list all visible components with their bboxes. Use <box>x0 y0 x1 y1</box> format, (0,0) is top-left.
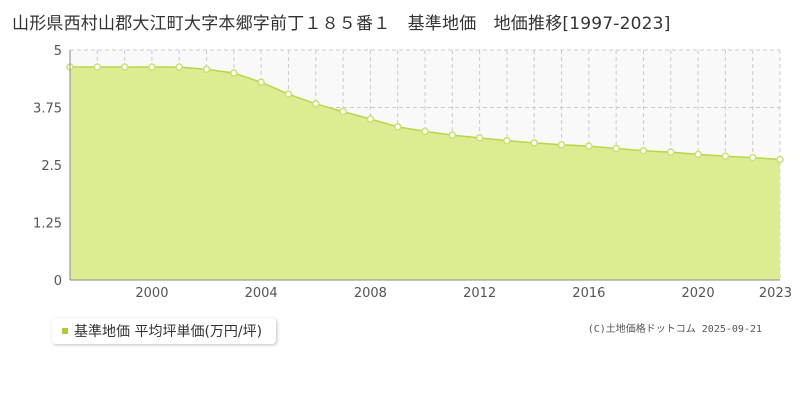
data-point <box>694 150 702 159</box>
data-point <box>230 69 238 77</box>
data-point <box>530 139 538 147</box>
data-point <box>120 63 129 71</box>
legend-swatch <box>62 328 68 334</box>
y-tick-label: 2.5 <box>41 159 62 174</box>
data-point <box>93 63 102 71</box>
data-point <box>612 144 620 153</box>
data-point <box>202 65 211 74</box>
data-point <box>393 123 402 131</box>
y-tick-label: 3.75 <box>33 102 62 117</box>
data-point <box>257 78 265 86</box>
y-tick-labels: 0 1.25 2.5 3.75 5 <box>33 44 62 289</box>
chart-title: 山形県西村山郡大江町大字本郷字前丁１８５番１ 基準地価 地価推移[1997-20… <box>12 14 671 34</box>
data-point <box>366 115 375 123</box>
legend-label: 基準地価 平均坪単価(万円/坪) <box>74 324 263 340</box>
y-tick-label: 1.25 <box>33 217 62 232</box>
data-point <box>475 134 484 142</box>
x-tick-label: 2023 <box>759 286 792 301</box>
data-point <box>585 142 593 150</box>
data-point <box>339 107 347 116</box>
data-point <box>503 136 511 145</box>
data-point <box>148 63 156 71</box>
x-tick-label: 2020 <box>682 286 715 301</box>
data-point <box>175 63 183 71</box>
data-markers <box>66 63 784 164</box>
data-point <box>448 131 457 139</box>
y-tick-label: 5 <box>54 44 62 59</box>
x-tick-label: 2000 <box>135 286 168 301</box>
data-point <box>421 127 429 136</box>
data-point <box>312 100 320 108</box>
data-point <box>557 141 566 149</box>
data-point <box>721 152 730 161</box>
data-point <box>667 148 675 156</box>
y-tick-label: 0 <box>54 274 62 289</box>
copyright-text: (C)土地価格ドットコム 2025-09-21 <box>587 324 762 335</box>
x-tick-label: 2004 <box>245 286 278 301</box>
x-tick-labels: 2000 2004 2008 2012 2016 2020 2023 <box>135 286 792 301</box>
legend: 基準地価 平均坪単価(万円/坪) <box>52 318 277 344</box>
data-point <box>639 146 648 155</box>
x-tick-label: 2008 <box>354 286 387 301</box>
price-area <box>70 67 780 281</box>
x-tick-label: 2016 <box>572 286 605 301</box>
x-tick-label: 2012 <box>463 286 496 301</box>
data-point <box>748 153 757 162</box>
data-point <box>284 90 293 98</box>
data-point <box>776 155 784 164</box>
